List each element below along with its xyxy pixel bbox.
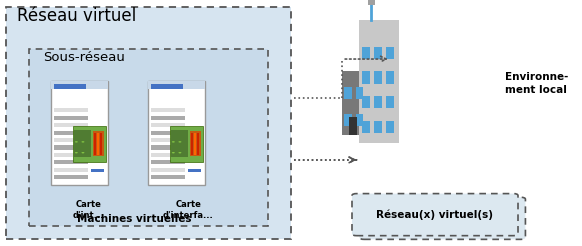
Bar	[54, 153, 88, 157]
Text: Machines virtuelles: Machines virtuelles	[77, 214, 191, 224]
Bar	[361, 47, 370, 59]
Text: Carte
d'interfa...: Carte d'interfa...	[163, 200, 214, 220]
Bar	[151, 145, 185, 150]
Bar	[54, 84, 86, 89]
Bar	[374, 71, 382, 84]
Bar	[54, 108, 88, 112]
Bar	[51, 81, 108, 184]
Bar	[360, 20, 399, 143]
Circle shape	[179, 141, 182, 142]
Circle shape	[81, 152, 84, 153]
Bar	[386, 96, 393, 108]
Bar	[151, 123, 185, 127]
Bar	[151, 108, 185, 112]
Bar	[91, 148, 104, 152]
Bar	[361, 96, 370, 108]
Bar	[188, 169, 201, 172]
Bar	[374, 121, 382, 133]
FancyBboxPatch shape	[29, 49, 268, 226]
Bar	[151, 175, 185, 179]
Bar	[368, 0, 375, 5]
Bar	[190, 133, 193, 154]
Bar	[54, 175, 88, 179]
Text: Réseau virtuel: Réseau virtuel	[17, 7, 136, 25]
Bar	[194, 133, 196, 154]
Bar	[73, 126, 106, 162]
Bar	[151, 116, 185, 120]
Bar	[190, 131, 201, 156]
Bar	[170, 126, 203, 162]
FancyBboxPatch shape	[360, 197, 526, 239]
Bar	[54, 168, 88, 172]
Bar	[100, 133, 102, 154]
Bar	[54, 116, 88, 120]
Bar	[151, 160, 185, 165]
Bar	[361, 71, 370, 84]
Circle shape	[81, 141, 84, 142]
Circle shape	[75, 141, 78, 142]
Bar	[54, 131, 88, 135]
Bar	[345, 114, 352, 126]
Bar	[356, 114, 363, 126]
Text: Carte
d'int...: Carte d'int...	[73, 200, 104, 220]
Bar	[54, 123, 88, 127]
Bar	[91, 169, 104, 172]
Bar	[361, 121, 370, 133]
Bar	[151, 168, 185, 172]
Bar	[374, 96, 382, 108]
Bar	[151, 131, 185, 135]
Bar	[386, 121, 393, 133]
Text: Sous-réseau: Sous-réseau	[43, 51, 125, 64]
Bar	[349, 117, 357, 135]
Bar	[151, 153, 185, 157]
Bar	[148, 81, 205, 90]
Bar	[188, 127, 201, 131]
Circle shape	[75, 152, 78, 153]
Bar	[171, 130, 188, 157]
Bar	[54, 138, 88, 142]
Bar	[356, 87, 363, 99]
Bar	[148, 81, 205, 184]
Bar	[94, 133, 96, 154]
Bar	[374, 47, 382, 59]
Bar	[197, 133, 200, 154]
FancyBboxPatch shape	[6, 7, 291, 239]
Bar	[151, 138, 185, 142]
Bar	[386, 71, 393, 84]
Circle shape	[179, 152, 182, 153]
Bar	[342, 71, 368, 135]
Circle shape	[172, 141, 175, 142]
Bar	[74, 130, 91, 157]
Bar	[345, 87, 352, 99]
Bar	[188, 148, 201, 152]
Bar	[93, 131, 104, 156]
Bar	[151, 84, 183, 89]
Bar	[54, 145, 88, 150]
Bar	[91, 127, 104, 131]
Text: Environne-
ment local: Environne- ment local	[505, 72, 568, 95]
FancyBboxPatch shape	[352, 194, 518, 236]
Circle shape	[172, 152, 175, 153]
Bar	[97, 133, 99, 154]
Bar	[54, 160, 88, 165]
Bar	[386, 47, 393, 59]
Text: Réseau(x) virtuel(s): Réseau(x) virtuel(s)	[376, 210, 493, 220]
Bar	[51, 81, 108, 90]
